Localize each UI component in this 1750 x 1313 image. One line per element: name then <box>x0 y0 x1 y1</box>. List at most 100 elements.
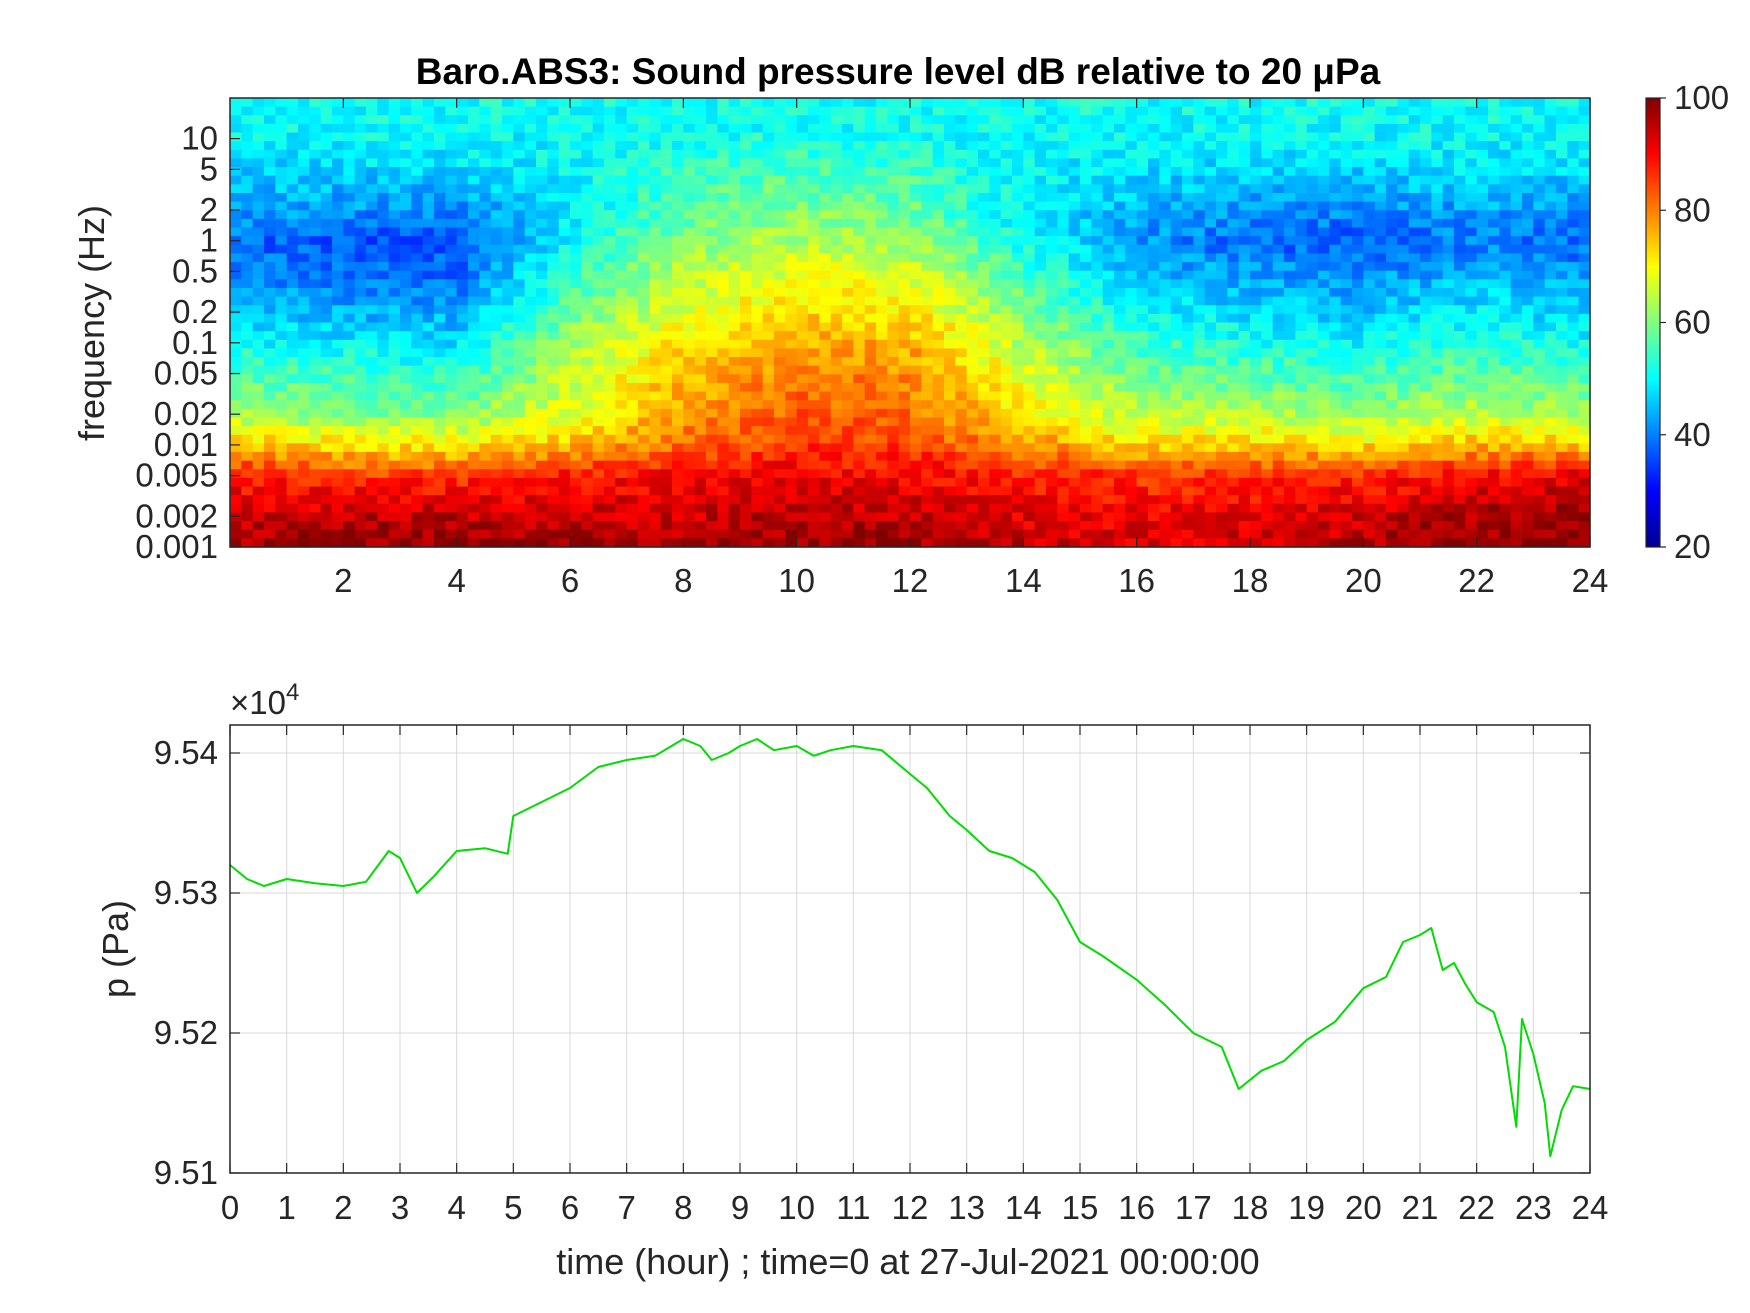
heatmap-cell <box>1352 357 1364 367</box>
heatmap-cell <box>683 218 696 229</box>
heatmap-cell <box>411 357 424 367</box>
heatmap-cell <box>683 106 696 116</box>
heatmap-cell <box>1012 132 1024 142</box>
heatmap-cell <box>558 141 571 151</box>
heatmap-cell <box>1465 408 1478 419</box>
heatmap-cell <box>502 210 514 220</box>
heatmap-cell <box>1533 192 1546 203</box>
heatmap-cell <box>1238 296 1251 306</box>
heatmap-cell <box>966 443 979 453</box>
heatmap-cell <box>1454 227 1466 237</box>
heatmap-cell <box>1136 287 1149 298</box>
heatmap-cell <box>830 184 843 194</box>
heatmap-cell <box>751 192 764 203</box>
heatmap-cell <box>1148 244 1160 255</box>
heatmap-cell <box>1046 357 1058 367</box>
heatmap-cell <box>1193 400 1206 410</box>
heatmap-cell <box>1057 313 1070 324</box>
heatmap-cell <box>1227 365 1240 375</box>
heatmap-cell <box>626 365 639 375</box>
heatmap-cell <box>445 149 458 160</box>
heatmap-cell <box>298 391 310 401</box>
heatmap-cell <box>1068 374 1081 384</box>
heatmap-cell <box>898 244 911 255</box>
heatmap-cell <box>830 339 843 349</box>
heatmap-cell <box>558 339 571 349</box>
heatmap-cell <box>309 434 322 444</box>
heatmap-cell <box>1182 391 1194 401</box>
heatmap-cell <box>966 175 979 185</box>
heatmap-cell <box>1533 287 1546 298</box>
heatmap-cell <box>660 98 673 108</box>
heatmap-cell <box>1034 322 1047 332</box>
heatmap-cell <box>830 244 843 255</box>
heatmap-cell <box>1510 434 1523 444</box>
heatmap-cell <box>1284 244 1296 255</box>
heatmap-cell <box>411 218 424 229</box>
heatmap-cell <box>354 408 367 419</box>
heatmap-cell <box>1057 141 1070 151</box>
heatmap-cell <box>1012 443 1024 453</box>
heatmap-cell <box>717 434 730 444</box>
heatmap-cell <box>762 98 775 108</box>
heatmap-cell <box>842 296 854 306</box>
heatmap-cell <box>978 141 990 151</box>
heatmap-cell <box>887 218 900 229</box>
heatmap-cell <box>1578 175 1591 185</box>
heatmap-cell <box>468 262 480 272</box>
heatmap-cell <box>1250 253 1262 263</box>
heatmap-cell <box>1238 218 1251 229</box>
heatmap-cell <box>366 244 378 255</box>
heatmap-cell <box>1170 184 1183 194</box>
heatmap-cell <box>1306 348 1319 358</box>
heatmap-cell <box>1080 175 1092 185</box>
heatmap-cell <box>445 382 458 393</box>
heatmap-cell <box>944 313 956 324</box>
heatmap-cell <box>1306 141 1319 151</box>
heatmap-cell <box>819 400 832 410</box>
heatmap-cell <box>309 270 322 280</box>
heatmap-cell <box>751 322 764 332</box>
heatmap-cell <box>1114 184 1126 194</box>
heatmap-cell <box>1431 339 1444 349</box>
heatmap-cell <box>479 98 492 108</box>
heatmap-cell <box>1544 339 1557 349</box>
heatmap-cell <box>1544 331 1557 341</box>
heatmap-cell <box>434 262 446 272</box>
heatmap-cell <box>536 400 548 410</box>
heatmap-cell <box>785 408 798 419</box>
heatmap-cell <box>581 149 594 160</box>
heatmap-cell <box>547 123 560 134</box>
heatmap-cell <box>921 434 934 444</box>
heatmap-cell <box>1465 227 1478 237</box>
heatmap-cell <box>1544 184 1557 194</box>
heatmap-cell <box>842 167 854 177</box>
heatmap-cell <box>944 218 956 229</box>
heatmap-cell <box>1012 287 1024 298</box>
heatmap-cell <box>366 348 378 358</box>
heatmap-cell <box>1476 167 1489 177</box>
heatmap-cell <box>1204 391 1217 401</box>
heatmap-cell <box>1227 382 1240 393</box>
heatmap-cell <box>558 400 571 410</box>
heatmap-cell <box>252 115 265 125</box>
heatmap-cell <box>570 382 582 393</box>
heatmap-cell <box>819 391 832 401</box>
heatmap-cell <box>1567 270 1580 280</box>
heatmap-cell <box>445 305 458 315</box>
heatmap-cell <box>1352 313 1364 324</box>
heatmap-cell <box>343 434 356 444</box>
heatmap-cell <box>966 374 979 384</box>
heatmap-cell <box>1023 167 1036 177</box>
heatmap-cell <box>400 218 412 229</box>
heatmap-cell <box>513 357 526 367</box>
heatmap-cell <box>1454 417 1466 427</box>
heatmap-cell <box>853 452 866 462</box>
heatmap-cell <box>1272 313 1285 324</box>
heatmap-cell <box>751 149 764 160</box>
heatmap-cell <box>1136 227 1149 237</box>
heatmap-cell <box>1216 253 1228 263</box>
heatmap-cell <box>524 452 537 462</box>
heatmap-cell <box>1000 158 1013 168</box>
heatmap-cell <box>796 296 809 306</box>
